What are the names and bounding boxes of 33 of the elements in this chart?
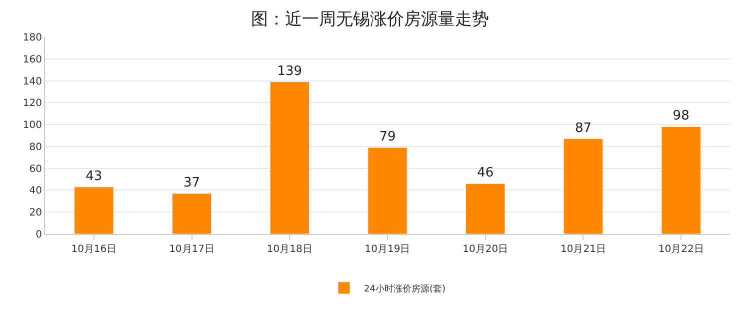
bar [368,147,408,234]
data-label: 87 [574,120,592,136]
data-label: 43 [86,168,102,184]
legend-label: 24小时涨价房源(套) [364,283,446,294]
data-label: 46 [477,166,494,181]
bar [74,186,114,234]
y-tick-label: 160 [22,54,42,66]
bar [466,183,506,234]
x-tick-label: 10月16日 [71,244,117,255]
y-tick-label: 140 [22,76,42,88]
data-label: 98 [672,108,690,124]
x-tick-label: 10月17日 [169,244,215,255]
y-tick-label: 0 [36,230,42,240]
data-label: 79 [379,130,396,145]
y-tick-label: 100 [22,120,42,132]
bar [270,82,310,234]
y-tick-label: 60 [29,164,42,175]
y-tick-label: 80 [29,142,42,153]
y-tick-label: 120 [22,98,42,110]
data-label: 37 [184,176,200,191]
bar [661,126,701,234]
x-tick-label: 10月20日 [462,244,508,255]
bar [563,138,604,234]
y-tick-label: 40 [29,186,42,197]
x-tick-label: 10月22日 [658,244,704,255]
bar [172,193,212,234]
x-tick-label: 10月19日 [364,244,410,255]
data-label: 139 [277,64,302,79]
x-tick-label: 10月18日 [266,244,312,255]
y-tick-label: 20 [29,208,42,219]
chart-title: 图：近一周无锡涨价房源量走势 [251,9,489,30]
x-tick-label: 10月21日 [560,244,606,255]
y-tick-label: 180 [22,32,42,44]
